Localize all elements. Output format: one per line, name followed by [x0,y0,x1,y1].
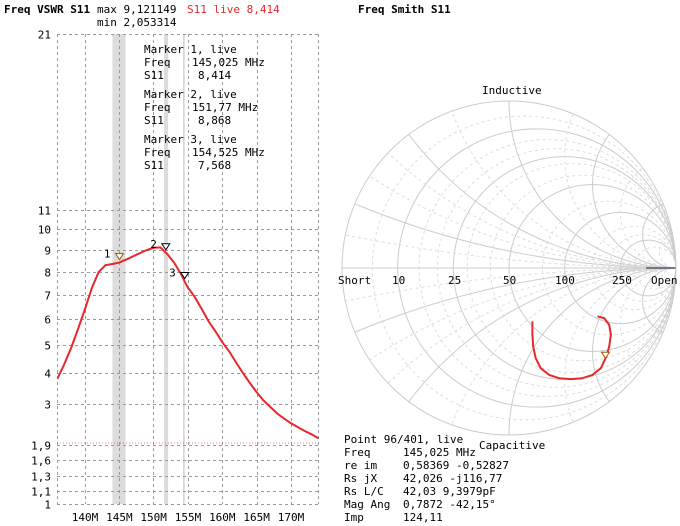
y-tick-label: 4 [44,368,51,381]
x-tick-label: 165M [243,511,270,524]
x-tick-label: 170M [278,511,305,524]
marker-3-header: Marker 3, live [144,133,237,146]
marker-3-s11: 7,568 [198,159,232,172]
point-info-value: 0,7872 -42,15° [403,498,496,511]
point-info-value: 42,03 9,3979pF [403,485,496,498]
x-tick-label: 160M [209,511,236,524]
x-tick-label: 150M [140,511,167,524]
marker-3-freq: 154,525 MHz [192,146,265,159]
marker-triangle-icon [160,243,171,251]
smith-label-open: Open [651,274,678,287]
marker-band [163,34,169,504]
smith-label-25: 25 [448,274,462,287]
marker-1-freq-label: Freq [144,56,171,69]
marker-triangle-icon [179,272,190,280]
y-tick-label: 7 [44,290,51,303]
y-tick-label: 1,9 [31,440,51,453]
y-tick-label: 6 [44,314,51,327]
capacitive-label: Capacitive [479,439,546,452]
smith-label-250: 250 [612,274,632,287]
vswr-min-label: min 2,053314 [97,16,177,29]
point-info-header: Point 96/401, live [344,433,464,446]
point-info-value: 42,026 -j116,77 [403,472,503,485]
y-tick-label: 1,6 [31,455,51,468]
point-info-label: Rs L/C [344,485,384,498]
marker-triangle-icon [114,253,125,261]
marker-2-header: Marker 2, live [144,88,237,101]
marker-2-freq-label: Freq [144,101,171,114]
smith-label-100: 100 [555,274,575,287]
marker-1-freq: 145,025 MHz [192,56,265,69]
marker-number: 3 [169,267,176,280]
point-info-label: Mag Ang [344,498,391,511]
marker-1-header: Marker 1, live [144,43,237,56]
marker-3-s11-label: S11 [144,159,164,172]
marker-1-s11-label: S11 [144,69,164,82]
smith-label-50: 50 [503,274,517,287]
marker-number: 1 [104,248,111,261]
marker-band [112,34,126,504]
y-tick-label: 5 [44,340,51,353]
point-info-label: re im [344,459,378,472]
vswr-title: Freq VSWR S11 [4,3,91,16]
vswr-max-label: max 9,121149 [97,3,177,16]
y-tick-label: 1,3 [31,471,51,484]
smith-label-10: 10 [392,274,406,287]
marker-3-freq-label: Freq [144,146,171,159]
y-tick-label: 11 [38,205,51,218]
y-tick-label: 1 [44,499,51,512]
smith-trace [531,315,612,381]
smith-label-short: Short [338,274,372,287]
marker-number: 2 [150,238,157,251]
point-info-label: Imp [344,511,364,524]
point-info-value: 0,58369 -0,52827 [403,459,509,472]
marker-1-s11: 8,414 [198,69,232,82]
y-tick-label: 1,1 [31,486,51,499]
marker-2-freq: 151,77 MHz [192,101,259,114]
point-info-value: 124,11 [403,511,443,524]
x-tick-label: 155M [175,511,202,524]
y-tick-label: 21 [38,29,51,42]
vswr-trace [56,246,319,440]
smith-marker-icon [600,351,611,360]
point-info-label: Freq [344,446,371,459]
y-tick-label: 3 [44,399,51,412]
x-tick-label: 145M [106,511,133,524]
marker-2-s11-label: S11 [144,114,164,127]
y-tick-label: 9 [44,245,51,258]
smith-title: Freq Smith S11 [358,3,451,16]
y-tick-label: 10 [38,224,51,237]
x-tick-label: 140M [72,511,99,524]
inductive-label: Inductive [482,84,542,97]
vswr-live-label: S11 live 8,414 [187,3,280,16]
point-info-label: Rs jX [344,472,378,485]
point-info-value: 145,025 MHz [403,446,476,459]
y-tick-label: 8 [44,267,51,280]
marker-2-s11: 8,868 [198,114,232,127]
